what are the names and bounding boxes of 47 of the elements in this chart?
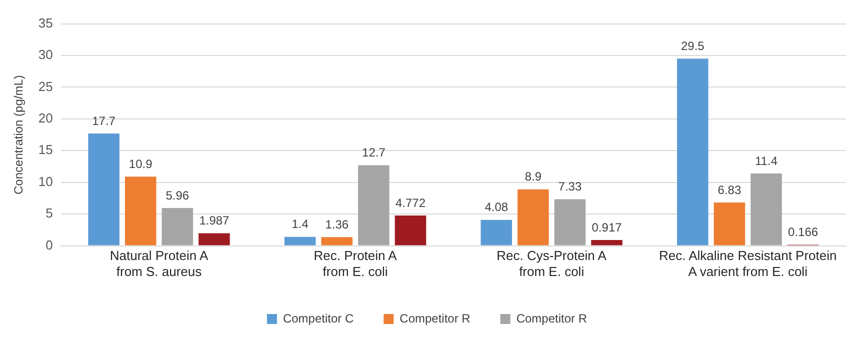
y-tick-label: 15 xyxy=(38,142,53,158)
y-tick-label: 5 xyxy=(46,206,53,221)
data-label: 17.7 xyxy=(92,114,116,128)
bar xyxy=(394,216,426,246)
data-label: 0.917 xyxy=(592,220,622,234)
y-tick-label: 30 xyxy=(38,47,53,62)
bar xyxy=(162,208,194,246)
x-tick-label: Rec. Protein A from E. coli xyxy=(314,248,398,279)
bar xyxy=(714,202,746,246)
x-tick-label: Natural Protein A from S. aureus xyxy=(110,248,208,279)
x-tick-label: Rec. Cys-Protein A from E. coli xyxy=(496,248,607,279)
bar xyxy=(88,134,120,246)
data-label: 12.7 xyxy=(362,146,386,160)
y-tick-label: 35 xyxy=(38,15,53,30)
bar xyxy=(284,236,316,246)
x-tick-label: Rec. Alkaline Resistant Protein A varient from E. coli xyxy=(658,248,837,279)
bar xyxy=(677,58,708,246)
data-label: 1.987 xyxy=(199,214,230,228)
data-label: 1.4 xyxy=(292,217,309,232)
data-label: 6.83 xyxy=(718,182,742,197)
bar xyxy=(554,199,586,246)
data-label: 11.4 xyxy=(755,154,778,168)
y-tick-label: 20 xyxy=(38,110,53,126)
bar xyxy=(198,233,230,246)
bar xyxy=(750,173,782,246)
data-label: 10.9 xyxy=(128,156,153,171)
bar xyxy=(321,237,353,246)
data-label: 7.33 xyxy=(558,180,582,194)
legend-label: Competitor C xyxy=(282,311,354,326)
y-tick-label: 25 xyxy=(38,78,53,94)
bar xyxy=(124,176,156,246)
data-label: 4.08 xyxy=(484,200,508,214)
y-tick-label: 10 xyxy=(38,174,53,189)
legend-label: Competitor R xyxy=(516,311,588,326)
y-tick-label: 0 xyxy=(46,237,53,252)
data-label: 1.36 xyxy=(325,217,349,232)
data-label: 29.5 xyxy=(680,39,705,53)
data-label: 8.9 xyxy=(524,170,542,184)
bar xyxy=(591,240,622,246)
data-label: 5.96 xyxy=(166,188,190,202)
data-label: 4.772 xyxy=(395,196,426,210)
bar xyxy=(480,220,512,246)
data-label: 0.166 xyxy=(788,225,818,240)
bar xyxy=(358,165,390,246)
y-axis-title: Concentration (pg/mL) xyxy=(12,75,26,194)
legend-label: Competitor R xyxy=(400,311,471,326)
bar xyxy=(518,189,549,246)
